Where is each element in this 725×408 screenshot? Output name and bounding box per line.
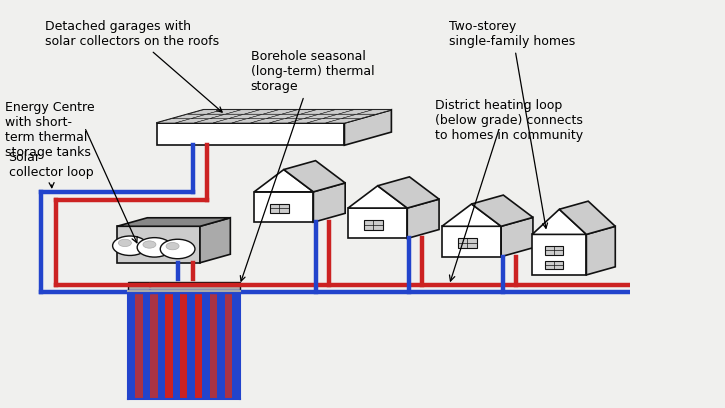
Polygon shape — [587, 226, 616, 275]
Polygon shape — [313, 183, 345, 222]
Bar — [157, 291, 165, 399]
Polygon shape — [559, 201, 616, 234]
Bar — [150, 291, 157, 399]
Text: Borehole seasonal
(long-term) thermal
storage: Borehole seasonal (long-term) thermal st… — [240, 50, 374, 281]
Circle shape — [160, 239, 195, 259]
Polygon shape — [244, 110, 278, 114]
Bar — [218, 291, 225, 399]
Polygon shape — [207, 110, 241, 114]
Bar — [457, 238, 476, 248]
Polygon shape — [283, 161, 345, 192]
Text: Two-storey
single-family homes: Two-storey single-family homes — [450, 20, 576, 228]
Bar — [195, 291, 202, 399]
Polygon shape — [266, 114, 301, 119]
Polygon shape — [157, 119, 191, 123]
Polygon shape — [254, 170, 313, 192]
Polygon shape — [348, 186, 407, 208]
Polygon shape — [304, 114, 338, 119]
Polygon shape — [247, 114, 282, 119]
Bar — [173, 291, 180, 399]
Polygon shape — [254, 192, 313, 222]
Bar — [128, 282, 240, 291]
Polygon shape — [194, 119, 228, 123]
Bar — [232, 291, 240, 399]
Polygon shape — [269, 119, 304, 123]
Bar — [165, 291, 173, 399]
Polygon shape — [338, 110, 373, 114]
Polygon shape — [471, 195, 533, 226]
Polygon shape — [263, 110, 297, 114]
Bar — [136, 291, 143, 399]
Polygon shape — [341, 114, 376, 119]
Polygon shape — [175, 119, 210, 123]
Polygon shape — [173, 114, 207, 119]
Bar — [545, 246, 563, 255]
Bar — [180, 291, 188, 399]
Polygon shape — [200, 218, 231, 263]
Polygon shape — [157, 123, 344, 145]
Polygon shape — [442, 226, 501, 257]
Polygon shape — [348, 208, 407, 238]
Circle shape — [112, 236, 147, 255]
Polygon shape — [188, 110, 223, 114]
Text: Energy Centre
with short-
term thermal
storage tanks: Energy Centre with short- term thermal s… — [5, 101, 95, 159]
Polygon shape — [532, 209, 587, 234]
Circle shape — [137, 237, 172, 257]
Bar — [210, 291, 217, 399]
Bar — [545, 261, 563, 269]
Polygon shape — [232, 119, 266, 123]
Polygon shape — [326, 119, 360, 123]
Bar — [270, 204, 289, 213]
Text: Solar
collector loop: Solar collector loop — [9, 151, 94, 188]
Polygon shape — [191, 114, 225, 119]
Polygon shape — [301, 110, 335, 114]
Circle shape — [118, 239, 131, 246]
Polygon shape — [251, 119, 285, 123]
Polygon shape — [282, 110, 316, 114]
Bar — [128, 291, 136, 399]
Text: District heating loop
(below grade) connects
to homes in community: District heating loop (below grade) conn… — [435, 99, 583, 142]
Polygon shape — [407, 199, 439, 238]
Bar — [143, 291, 150, 399]
Polygon shape — [442, 204, 501, 226]
Polygon shape — [501, 217, 533, 257]
Circle shape — [143, 241, 156, 248]
Polygon shape — [532, 234, 587, 275]
Bar — [364, 220, 383, 230]
Polygon shape — [357, 110, 392, 114]
Polygon shape — [117, 218, 231, 226]
Polygon shape — [320, 110, 354, 114]
Polygon shape — [117, 226, 200, 263]
Polygon shape — [285, 114, 320, 119]
Polygon shape — [307, 119, 341, 123]
Polygon shape — [378, 177, 439, 208]
Polygon shape — [228, 114, 263, 119]
Bar — [225, 291, 232, 399]
Polygon shape — [288, 119, 323, 123]
Circle shape — [166, 242, 179, 250]
Polygon shape — [225, 110, 260, 114]
Polygon shape — [210, 114, 244, 119]
Bar — [188, 291, 195, 399]
Polygon shape — [157, 110, 392, 123]
Polygon shape — [213, 119, 247, 123]
Text: Detached garages with
solar collectors on the roofs: Detached garages with solar collectors o… — [45, 20, 222, 112]
Polygon shape — [323, 114, 357, 119]
Bar — [202, 291, 210, 399]
Polygon shape — [344, 110, 392, 145]
